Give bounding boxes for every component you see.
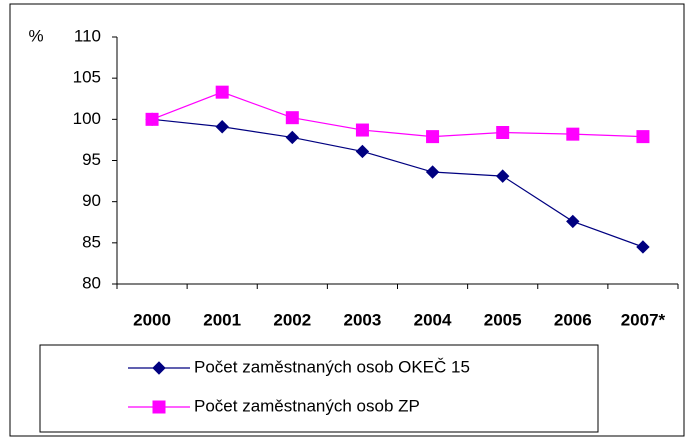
legend-box (39, 344, 599, 433)
point (566, 127, 580, 141)
point (215, 85, 229, 99)
legend-label: Počet zaměstnaných osob ZP (194, 396, 420, 415)
x-tick-label: 2003 (344, 310, 382, 329)
point (285, 111, 299, 125)
x-tick-label: 2001 (203, 310, 241, 329)
point (636, 130, 650, 144)
point (152, 361, 166, 375)
point (355, 123, 369, 137)
point (425, 165, 440, 179)
point (215, 120, 229, 134)
y-tick-label: 80 (82, 273, 101, 292)
x-tick-label: 2004 (414, 310, 452, 329)
x-tick-label: 2007* (621, 310, 666, 329)
point (566, 214, 580, 229)
point (285, 130, 300, 145)
series-line (151, 118, 644, 248)
point (495, 169, 510, 183)
point (636, 240, 650, 254)
y-tick-label: 100 (73, 109, 101, 128)
y-tick-label: 85 (82, 232, 101, 251)
x-tick-label: 2005 (484, 310, 522, 329)
point (152, 400, 166, 414)
point (355, 144, 370, 159)
y-tick-label: 110 (74, 26, 101, 45)
point (426, 130, 440, 144)
series-line (151, 91, 643, 138)
x-tick-label: 2000 (133, 310, 171, 329)
y-axis-label: % (28, 26, 43, 45)
y-tick-label: 90 (82, 191, 101, 210)
legend-label: Počet zaměstnaných osob OKEČ 15 (194, 357, 470, 376)
point (145, 112, 159, 126)
y-tick-label: 95 (82, 150, 101, 169)
point (496, 126, 510, 140)
x-tick-label: 2006 (554, 310, 592, 329)
x-tick-label: 2002 (273, 310, 311, 329)
y-tick-label: 105 (73, 68, 101, 87)
